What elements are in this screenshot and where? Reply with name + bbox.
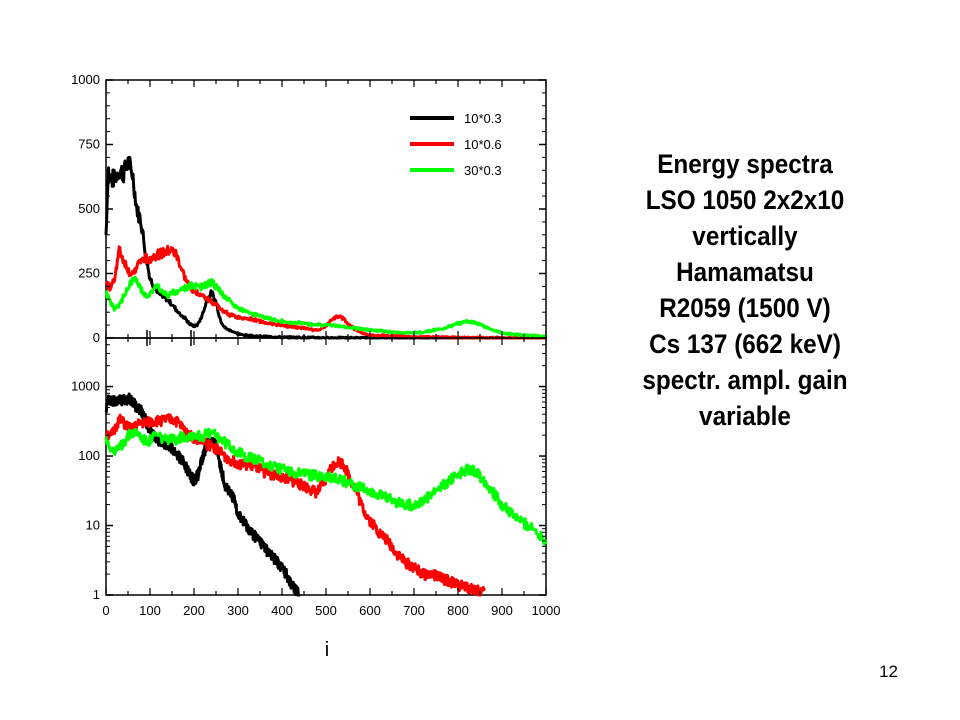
annotation-line: Hamamatsu	[676, 257, 814, 287]
series-line-1	[104, 392, 302, 597]
legend-label: 30*0.3	[464, 163, 502, 178]
annotation-line: Energy spectra	[657, 149, 833, 179]
x-tick-label: 300	[227, 603, 249, 618]
x-tick-label: 500	[315, 603, 337, 618]
legend-label: 10*0.6	[464, 137, 502, 152]
y-tick-label: 250	[78, 266, 100, 281]
x-tick-label: 800	[447, 603, 469, 618]
x-tick-label: 900	[491, 603, 513, 618]
y-tick-label: 0	[93, 330, 100, 345]
annotation-line: variable	[699, 401, 791, 431]
series-line-3	[104, 427, 548, 546]
annotation-line: LSO 1050 2x2x10	[645, 185, 845, 215]
y-tick-label: 1000	[71, 379, 100, 394]
x-tick-label: 400	[271, 603, 293, 618]
y-tick-label: 500	[78, 201, 100, 216]
legend-label: 10*0.3	[464, 111, 502, 126]
series-line-3	[104, 275, 547, 339]
x-tick-label: 200	[183, 603, 205, 618]
series-line-2	[104, 413, 486, 597]
y-tick-label: 750	[78, 137, 100, 152]
annotation-line: spectr. ampl. gain	[642, 365, 848, 395]
x-tick-label: 1000	[532, 603, 561, 618]
x-tick-label: 0	[102, 603, 109, 618]
y-tick-label: 10	[86, 518, 100, 533]
annotation-line: R2059 (1500 V)	[659, 293, 831, 323]
bottom-panel-log: 1 10 100 1000 0 100 200 300 400 500 600 700 800 900 10…	[71, 337, 561, 618]
x-tick-label: 700	[403, 603, 425, 618]
annotation-line: vertically	[692, 221, 798, 251]
page-number: 12	[879, 662, 898, 681]
x-tick-label: 100	[139, 603, 161, 618]
y-tick-label: 1000	[71, 72, 100, 87]
y-tick-label: 100	[78, 448, 100, 463]
panel-frame	[105, 337, 547, 596]
x-axis-label: i	[325, 639, 329, 661]
legend: 10*0.3 10*0.6 30*0.3	[410, 111, 502, 178]
y-tick-label: 1	[93, 587, 100, 602]
annotation-text: Energy spectra LSO 1050 2x2x10 verticall…	[606, 146, 885, 434]
annotation-line: Cs 137 (662 keV)	[649, 329, 841, 359]
x-tick-label: 600	[359, 603, 381, 618]
